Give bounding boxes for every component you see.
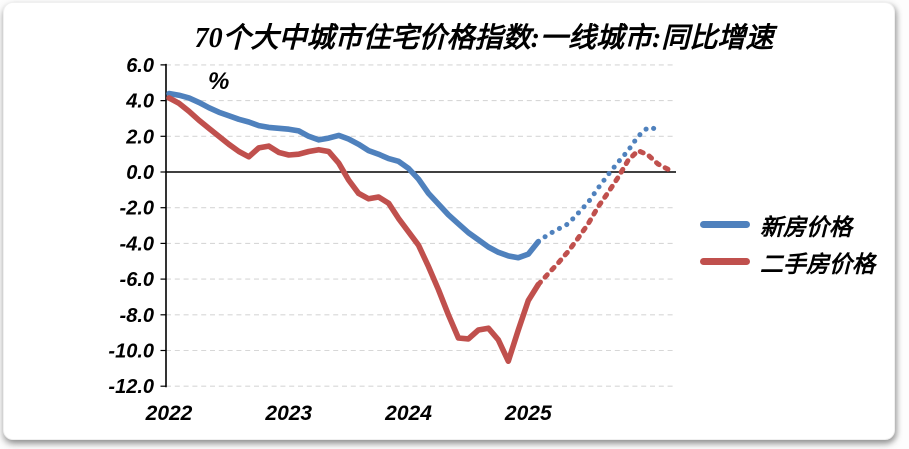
y-tick-label: -10.0	[108, 341, 154, 363]
unit-label: %	[208, 68, 229, 95]
chart-card: 70个大中城市住宅价格指数:一线城市:同比增速 6.0 4.0 2.0 0.0 -2.0…	[3, 2, 895, 440]
y-tick-label: -2.0	[120, 198, 154, 220]
legend-swatch-new-home	[700, 221, 750, 228]
y-tick-label: -12.0	[108, 376, 154, 398]
legend-label-new-home: 新房价格	[760, 214, 852, 240]
series-secondhand-home-solid	[166, 95, 542, 364]
y-tick-label: 2.0	[125, 126, 154, 148]
plot-area: 6.0 4.0 2.0 0.0 -2.0 -4.0 -6.0 -8.0 -10.0 -12.0 20…	[108, 55, 676, 425]
series-secondhand-home-dotted	[535, 148, 671, 287]
x-tick-label: 2025	[504, 402, 552, 425]
series-new-home-dotted	[535, 124, 661, 245]
y-tick-label: -4.0	[120, 233, 154, 255]
legend-item-new-home: 新房价格	[700, 206, 875, 243]
legend-item-secondhand-home: 二手房价格	[700, 243, 875, 280]
y-tick-label: -6.0	[120, 269, 154, 291]
legend: 新房价格 二手房价格	[700, 206, 875, 280]
x-tick-label: 2023	[264, 402, 312, 425]
series-new-home-solid	[166, 90, 542, 261]
y-tick-label: 6.0	[126, 55, 154, 77]
chart-title: 70个大中城市住宅价格指数:一线城市:同比增速	[194, 23, 774, 54]
y-tick-label: -8.0	[120, 305, 154, 327]
x-tick-label: 2022	[145, 402, 193, 425]
y-tick-label: 4.0	[125, 91, 154, 113]
y-tick-label: 0.0	[126, 162, 154, 184]
legend-swatch-secondhand-home	[700, 258, 750, 265]
x-tick-label: 2024	[384, 402, 432, 425]
legend-label-secondhand-home: 二手房价格	[760, 251, 875, 277]
